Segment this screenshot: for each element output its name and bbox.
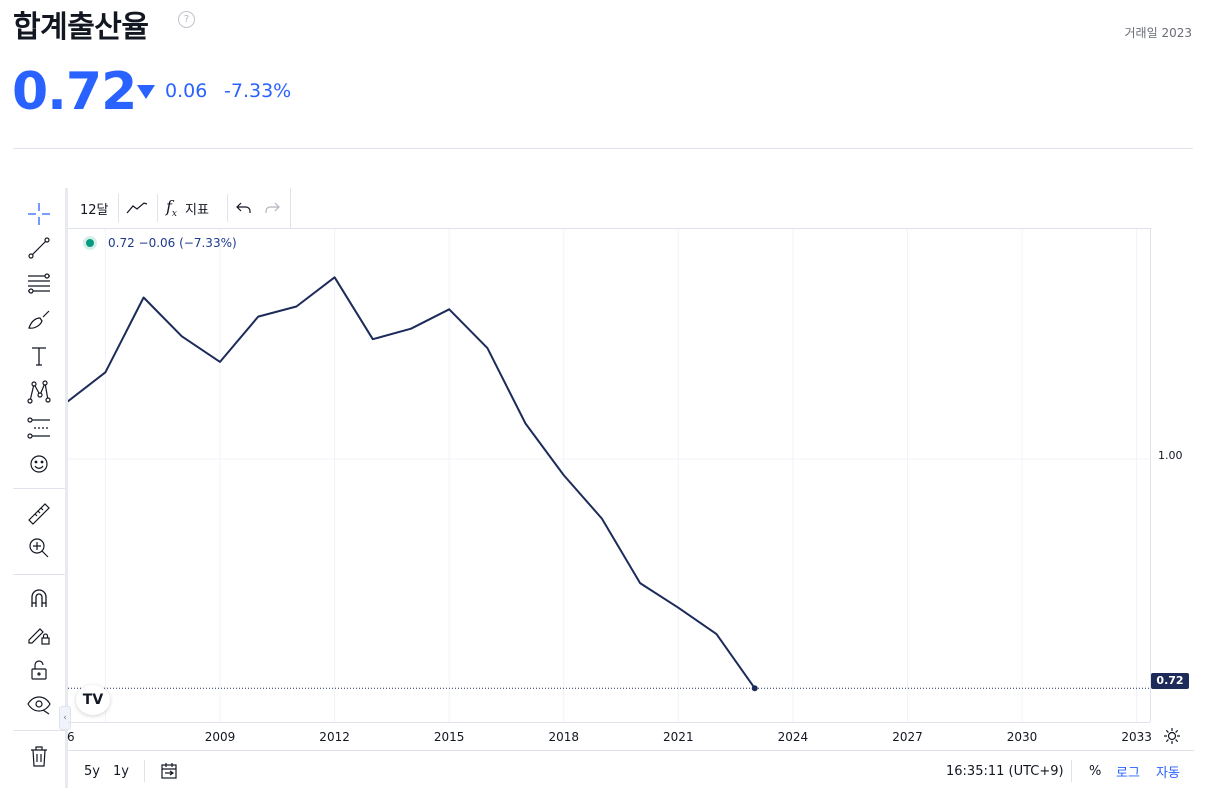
trade-date: 거래일 2023	[1124, 26, 1192, 40]
log-scale-button[interactable]: 로그	[1116, 765, 1140, 781]
magnet-icon[interactable]	[25, 584, 53, 612]
legend-dot	[86, 239, 94, 247]
drawing-toolbar	[13, 188, 65, 788]
toolbar-divider	[65, 188, 68, 788]
chart-legend: 0.72 −0.06 (−7.33%)	[86, 236, 237, 250]
gear-icon[interactable]	[1162, 726, 1182, 746]
last-price-label: 0.72	[1151, 673, 1189, 689]
time-axis-label: 2030	[1006, 730, 1038, 744]
eye-icon[interactable]	[25, 690, 53, 718]
current-price: 0.72	[12, 62, 137, 122]
lock-icon[interactable]	[25, 656, 53, 684]
pattern-icon[interactable]	[25, 378, 53, 406]
time-axis-label: 2009	[204, 730, 236, 744]
trash-icon[interactable]	[25, 742, 53, 770]
time-axis-label: 2021	[663, 730, 694, 744]
lock-drawing-icon[interactable]	[25, 620, 53, 648]
fx-icon: fx	[166, 196, 177, 220]
chart-svg	[68, 229, 1150, 723]
ruler-icon[interactable]	[25, 500, 53, 528]
time-axis-label: 2012	[319, 730, 350, 744]
indicators-label: 지표	[185, 202, 209, 218]
time-axis-label: 2018	[548, 730, 580, 744]
text-icon[interactable]	[25, 342, 53, 370]
data-point	[751, 685, 758, 692]
price-change-percent: -7.33%	[224, 80, 292, 102]
tradingview-logo[interactable]: TV	[76, 685, 110, 715]
time-axis-label: 2027	[892, 730, 923, 744]
interval-button[interactable]: 12달	[80, 202, 109, 218]
collapse-toolbar-button[interactable]: ‹	[59, 706, 71, 730]
range-5y-button[interactable]: 5y	[84, 763, 100, 779]
time-axis-label: 2015	[433, 730, 465, 744]
header-divider	[13, 148, 1193, 149]
price-change: 0.06	[165, 80, 208, 102]
auto-scale-button[interactable]: 자동	[1156, 765, 1180, 781]
brush-icon[interactable]	[25, 306, 53, 334]
range-1y-button[interactable]: 1y	[113, 763, 129, 779]
indicators-button[interactable]: fx 지표	[166, 188, 209, 228]
trend-line-icon[interactable]	[25, 234, 53, 262]
time-axis-label: 6	[67, 730, 75, 744]
top-toolbar: 12달 fx 지표	[68, 188, 291, 229]
page-title: 합계출산율	[13, 10, 149, 45]
emoji-icon[interactable]	[25, 450, 53, 478]
fib-icon[interactable]	[25, 270, 53, 298]
help-icon[interactable]: ?	[178, 11, 195, 28]
zoom-in-icon[interactable]	[25, 534, 53, 562]
legend-text: 0.72 −0.06 (−7.33%)	[108, 236, 237, 250]
line-chart-icon[interactable]	[126, 188, 148, 228]
undo-icon[interactable]	[236, 188, 252, 228]
bottom-bar: 5y 1y 16:35:11 (UTC+9) % 로그 자동	[68, 750, 1194, 791]
date-range-icon[interactable]	[160, 751, 178, 791]
time-axis-label: 2033	[1121, 730, 1152, 744]
price-scale[interactable]	[1150, 228, 1195, 722]
redo-icon[interactable]	[264, 188, 280, 228]
time-axis[interactable]: 6 2009 2012 2015 2018 2021 2024 2027 2030 2033	[67, 722, 1152, 751]
crosshair-icon[interactable]	[25, 200, 53, 228]
time-axis-label: 2024	[777, 730, 809, 744]
chart-area[interactable]	[68, 228, 1150, 723]
forecast-icon[interactable]	[25, 414, 53, 442]
price-axis-label: 1.00	[1158, 449, 1183, 462]
percent-scale-button[interactable]: %	[1089, 763, 1102, 779]
triangle-down-icon	[137, 85, 155, 99]
series-line	[68, 276, 756, 689]
clock-time[interactable]: 16:35:11 (UTC+9)	[946, 763, 1064, 779]
